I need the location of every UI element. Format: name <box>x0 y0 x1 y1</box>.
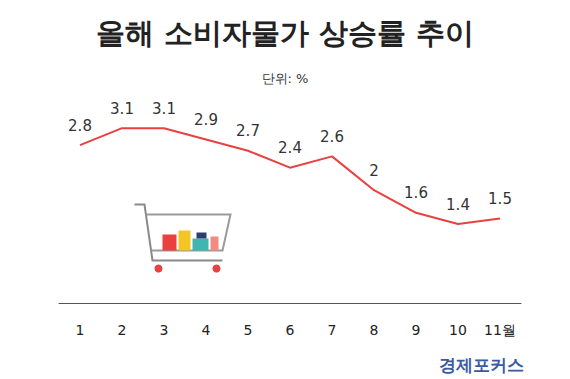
svg-text:7: 7 <box>328 322 337 338</box>
svg-text:3.1: 3.1 <box>152 100 176 118</box>
svg-text:2: 2 <box>118 322 127 338</box>
svg-text:1.5: 1.5 <box>488 190 512 208</box>
svg-text:8: 8 <box>370 322 379 338</box>
svg-text:6: 6 <box>286 322 295 338</box>
svg-text:2.9: 2.9 <box>194 111 218 129</box>
svg-text:경제포커스: 경제포커스 <box>439 355 524 375</box>
svg-text:4: 4 <box>202 322 211 338</box>
svg-text:2.7: 2.7 <box>236 122 260 140</box>
svg-text:5: 5 <box>244 322 253 338</box>
svg-text:올해 소비자물가 상승률 추이: 올해 소비자물가 상승률 추이 <box>96 16 474 50</box>
svg-text:10: 10 <box>449 322 467 338</box>
svg-text:3: 3 <box>160 322 169 338</box>
svg-text:9: 9 <box>412 322 421 338</box>
svg-text:2.6: 2.6 <box>320 128 344 146</box>
svg-text:11월: 11월 <box>484 322 516 338</box>
svg-text:2.4: 2.4 <box>278 139 302 157</box>
svg-text:2: 2 <box>369 162 379 180</box>
svg-text:1: 1 <box>76 322 85 338</box>
svg-text:2.8: 2.8 <box>68 117 92 135</box>
svg-text:1.6: 1.6 <box>404 184 428 202</box>
svg-text:3.1: 3.1 <box>110 100 134 118</box>
svg-text:1.4: 1.4 <box>446 196 470 214</box>
svg-text:단위: %: 단위: % <box>262 71 309 86</box>
